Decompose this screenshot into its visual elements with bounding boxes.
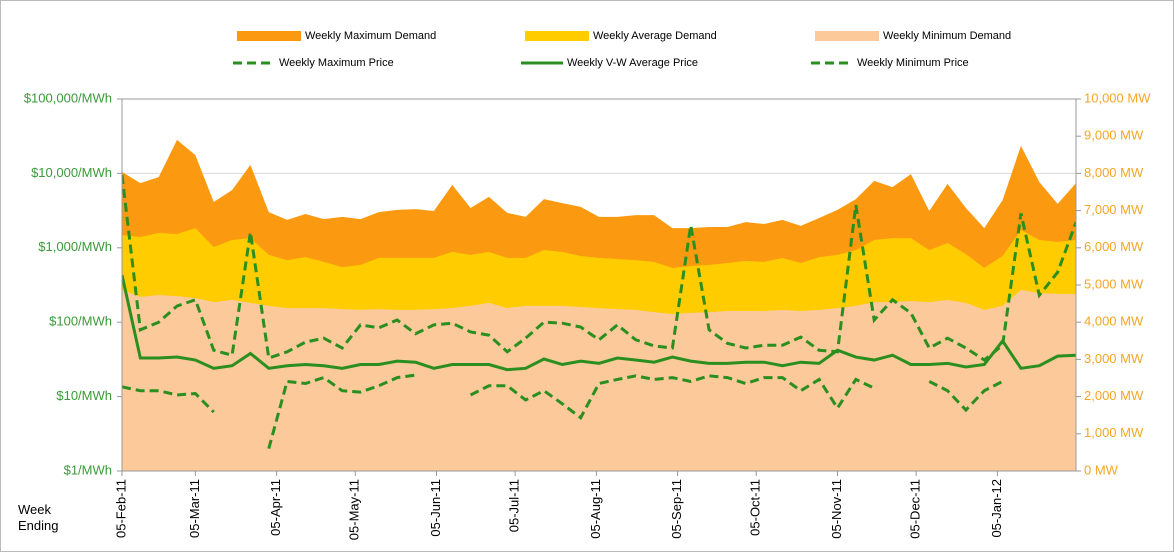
- plot-frame: [121, 98, 1077, 472]
- x-tick-label: 05-Jun-11: [428, 479, 443, 537]
- x-tick-label: 05-Oct-11: [748, 479, 763, 536]
- y2-tick-label: 2,000 MW: [1084, 388, 1144, 403]
- y-tick-label: $1/MWh: [64, 462, 112, 477]
- x-tick-label: 05-Feb-11: [113, 479, 128, 538]
- price-line: [122, 373, 1004, 449]
- lines: [122, 174, 1076, 449]
- areas: [122, 139, 1076, 472]
- y-tick-label: $1,000/MWh: [38, 239, 112, 254]
- demand-area: [122, 289, 1076, 471]
- x-tick-label: 05-Sep-11: [669, 479, 684, 539]
- y-tick-label: $100/MWh: [49, 314, 112, 329]
- x-tick-label: 05-Jul-11: [507, 479, 522, 532]
- y-tick-label: $10/MWh: [56, 388, 112, 403]
- legend-label: Weekly V-W Average Price: [567, 57, 698, 69]
- y2-tick-label: 6,000 MW: [1084, 239, 1144, 254]
- y2-tick-label: 7,000 MW: [1084, 202, 1144, 217]
- x-tick-label: 05-Dec-11: [908, 479, 923, 539]
- legend-label: Weekly Minimum Price: [857, 57, 969, 69]
- legend-label: Weekly Minimum Demand: [883, 30, 1011, 42]
- legend-swatch: [815, 31, 879, 41]
- legend-label: Weekly Maximum Demand: [305, 30, 436, 42]
- y-tick-label: $100,000/MWh: [24, 90, 112, 105]
- x-tick-label: 05-Apr-11: [268, 479, 283, 536]
- x-tick-label: 05-Mar-11: [187, 479, 202, 538]
- y2-tick-label: 4,000 MW: [1084, 314, 1144, 329]
- y2-tick-label: 3,000 MW: [1084, 351, 1144, 366]
- y2-tick-label: 5,000 MW: [1084, 276, 1144, 291]
- x-tick-label: 05-Aug-11: [588, 479, 603, 539]
- x-tick-label: 05-May-11: [347, 479, 362, 540]
- x-tick-label: 05-Jan-12: [989, 479, 1004, 538]
- y2-tick-label: 0 MW: [1084, 462, 1119, 477]
- y2-tick-label: 8,000 MW: [1084, 165, 1144, 180]
- x-axis-label: Week Ending: [18, 502, 59, 533]
- y-tick-label: $10,000/MWh: [31, 165, 112, 180]
- y2-tick-label: 9,000 MW: [1084, 128, 1144, 143]
- legend-swatch: [237, 31, 301, 41]
- y2-tick-label: 10,000 MW: [1084, 90, 1151, 105]
- price-line: [122, 274, 1076, 372]
- legend-label: Weekly Average Demand: [593, 30, 717, 42]
- legend-swatch: [525, 31, 589, 41]
- axes: $1/MWh $10/MWh $100/MWh $1,000/MWh $10,000/M…: [24, 90, 1151, 540]
- y2-tick-label: 1,000 MW: [1084, 425, 1144, 440]
- x-tick-label: 05-Nov-11: [829, 479, 844, 539]
- legend: Weekly Maximum Demand Weekly Average Dema…: [233, 30, 1011, 69]
- legend-label: Weekly Maximum Price: [279, 57, 394, 69]
